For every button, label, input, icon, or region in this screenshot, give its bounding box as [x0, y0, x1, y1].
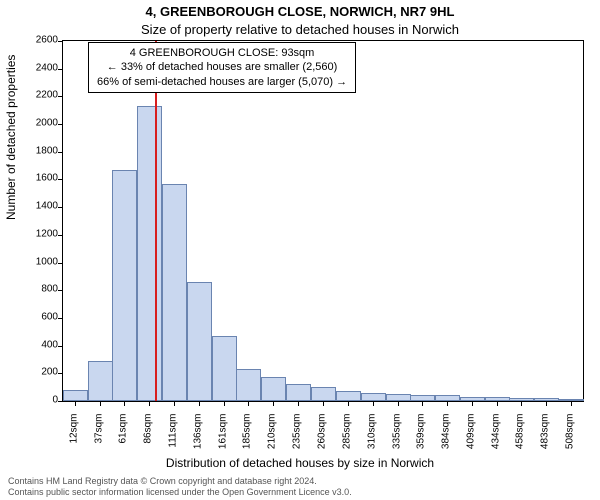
footer-line2: Contains public sector information licen…	[8, 487, 352, 498]
ytick-mark	[58, 207, 63, 208]
footer-line1: Contains HM Land Registry data © Crown c…	[8, 476, 352, 487]
histogram-bar	[112, 170, 137, 401]
xtick-label: 61sqm	[118, 414, 129, 464]
xtick-label: 260sqm	[317, 414, 328, 464]
ytick-mark	[58, 346, 63, 347]
ytick-mark	[58, 179, 63, 180]
xtick-label: 235sqm	[292, 414, 303, 464]
ytick-label: 2400	[18, 62, 58, 73]
histogram-bar	[88, 361, 113, 401]
histogram-bar	[361, 393, 386, 401]
ytick-mark	[58, 41, 63, 42]
xtick-label: 161sqm	[218, 414, 229, 464]
xtick-mark	[248, 401, 249, 406]
histogram-bar	[187, 282, 212, 401]
annotation-larger-pct: 66% of semi-detached houses are larger (…	[97, 75, 347, 89]
xtick-label: 434sqm	[491, 414, 502, 464]
xtick-label: 335sqm	[392, 414, 403, 464]
xtick-mark	[521, 401, 522, 406]
ytick-mark	[58, 96, 63, 97]
xtick-mark	[199, 401, 200, 406]
ytick-mark	[58, 290, 63, 291]
xtick-mark	[398, 401, 399, 406]
xtick-label: 483sqm	[540, 414, 551, 464]
xtick-mark	[348, 401, 349, 406]
xtick-mark	[422, 401, 423, 406]
footer-attribution: Contains HM Land Registry data © Crown c…	[8, 476, 352, 498]
annotation-smaller-pct: ← 33% of detached houses are smaller (2,…	[97, 60, 347, 74]
ytick-label: 1000	[18, 256, 58, 267]
xtick-mark	[373, 401, 374, 406]
xtick-label: 185sqm	[242, 414, 253, 464]
xtick-label: 409sqm	[466, 414, 477, 464]
xtick-mark	[323, 401, 324, 406]
ytick-label: 200	[18, 367, 58, 378]
ytick-mark	[58, 401, 63, 402]
xtick-mark	[546, 401, 547, 406]
xtick-label: 111sqm	[168, 414, 179, 464]
ytick-mark	[58, 318, 63, 319]
histogram-bar	[311, 387, 336, 401]
chart-subtitle: Size of property relative to detached ho…	[0, 22, 600, 37]
y-axis-label: Number of detached properties	[4, 55, 18, 220]
ytick-label: 800	[18, 284, 58, 295]
chart-title-address: 4, GREENBOROUGH CLOSE, NORWICH, NR7 9HL	[0, 4, 600, 19]
histogram-bar	[137, 106, 162, 401]
xtick-mark	[571, 401, 572, 406]
xtick-label: 458sqm	[515, 414, 526, 464]
xtick-label: 285sqm	[342, 414, 353, 464]
ytick-label: 400	[18, 339, 58, 350]
xtick-mark	[497, 401, 498, 406]
chart-container: 4, GREENBOROUGH CLOSE, NORWICH, NR7 9HL …	[0, 0, 600, 500]
xtick-label: 508sqm	[565, 414, 576, 464]
xtick-label: 136sqm	[193, 414, 204, 464]
histogram-bar	[386, 394, 411, 401]
ytick-mark	[58, 124, 63, 125]
histogram-bar	[162, 184, 187, 401]
xtick-label: 359sqm	[416, 414, 427, 464]
xtick-label: 37sqm	[94, 414, 105, 464]
plot-area	[62, 40, 584, 402]
ytick-mark	[58, 235, 63, 236]
xtick-mark	[273, 401, 274, 406]
ytick-label: 0	[18, 395, 58, 406]
xtick-mark	[472, 401, 473, 406]
histogram-bar	[212, 336, 237, 401]
xtick-mark	[100, 401, 101, 406]
xtick-label: 384sqm	[441, 414, 452, 464]
xtick-label: 310sqm	[367, 414, 378, 464]
xtick-label: 210sqm	[267, 414, 278, 464]
histogram-bar	[261, 377, 286, 401]
ytick-label: 1200	[18, 228, 58, 239]
annotation-box: 4 GREENBOROUGH CLOSE: 93sqm ← 33% of det…	[88, 42, 356, 93]
xtick-label: 86sqm	[143, 414, 154, 464]
ytick-mark	[58, 69, 63, 70]
xtick-label: 12sqm	[69, 414, 80, 464]
ytick-label: 2600	[18, 35, 58, 46]
reference-line	[155, 41, 157, 401]
ytick-label: 2000	[18, 118, 58, 129]
ytick-mark	[58, 263, 63, 264]
xtick-mark	[75, 401, 76, 406]
annotation-property-size: 4 GREENBOROUGH CLOSE: 93sqm	[97, 46, 347, 60]
ytick-label: 1400	[18, 201, 58, 212]
histogram-bar	[286, 384, 311, 401]
xtick-mark	[447, 401, 448, 406]
xtick-mark	[298, 401, 299, 406]
ytick-label: 600	[18, 311, 58, 322]
xtick-mark	[149, 401, 150, 406]
ytick-label: 2200	[18, 90, 58, 101]
histogram-bar	[63, 390, 88, 401]
ytick-label: 1600	[18, 173, 58, 184]
xtick-mark	[124, 401, 125, 406]
xtick-mark	[224, 401, 225, 406]
histogram-bar	[336, 391, 361, 401]
ytick-mark	[58, 152, 63, 153]
histogram-bar	[236, 369, 261, 401]
ytick-mark	[58, 373, 63, 374]
xtick-mark	[174, 401, 175, 406]
ytick-label: 1800	[18, 145, 58, 156]
